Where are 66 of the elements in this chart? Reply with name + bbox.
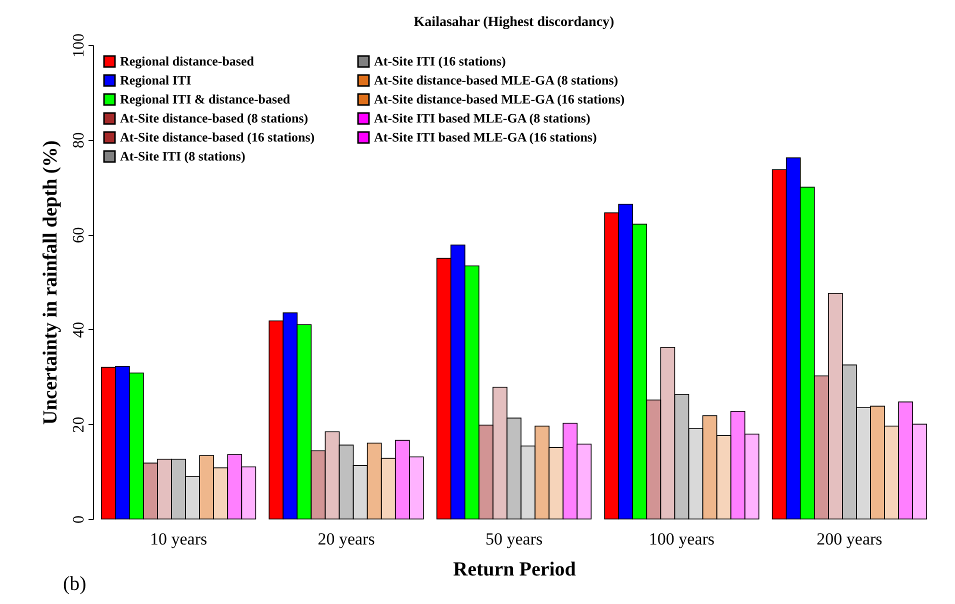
bar (338, 444, 354, 520)
legend-label: At-Site ITI (16 stations) (374, 54, 506, 69)
legend-label: At-Site distance-based MLE-GA (16 stations) (374, 92, 625, 106)
bar (199, 455, 214, 520)
bar (856, 407, 871, 520)
bar (716, 435, 732, 520)
bar (562, 422, 578, 520)
bar (870, 406, 885, 520)
bar (730, 411, 746, 520)
bar (171, 458, 186, 520)
legend-label: Regional ITI (120, 72, 192, 88)
bar (394, 440, 410, 520)
bar (884, 426, 899, 520)
bar (576, 444, 592, 520)
bar (157, 458, 172, 520)
y-tick-label: 40 (70, 322, 88, 338)
bar (409, 456, 424, 520)
legend-label: At-Site ITI based MLE-GA (8 stations) (374, 110, 590, 126)
bar (241, 466, 256, 520)
bar (227, 454, 242, 520)
bar (660, 347, 676, 520)
x-axis-title: Return Period (453, 558, 576, 580)
text: (b) (63, 573, 86, 595)
bar (828, 292, 843, 520)
bar (842, 364, 857, 520)
bar (520, 446, 536, 520)
bar (310, 450, 326, 520)
x-tick-label: 10 years (150, 530, 208, 548)
y-tick-label: 0 (70, 516, 88, 524)
bar (912, 424, 928, 520)
y-axis-title: Uncertainty in rainfall depth (%) (40, 140, 62, 425)
bar (492, 386, 508, 520)
bar (744, 434, 760, 520)
legend-label: Regional ITI & distance-based (120, 92, 291, 106)
bar (506, 418, 522, 520)
bar (688, 428, 704, 520)
bar (380, 458, 396, 520)
bar (898, 402, 913, 520)
chart-title: Kailasahar (Highest discordancy) (414, 15, 615, 30)
bar (352, 465, 368, 520)
y-tick-label: 100 (70, 34, 88, 58)
legend-label: Regional distance-based (120, 54, 255, 69)
bar (143, 462, 158, 520)
legend-label: At-Site ITI based MLE-GA (16 stations) (374, 130, 597, 144)
bar (674, 394, 690, 520)
bar (324, 431, 340, 520)
bar (702, 415, 718, 520)
bar (534, 426, 550, 520)
bar (185, 476, 200, 520)
legend-label: At-Site distance-based MLE-GA (8 stations) (374, 72, 618, 88)
bar (548, 447, 564, 520)
legend-label: At-Site ITI (8 stations) (120, 148, 246, 164)
legend-label: At-Site distance-based (8 stations) (120, 110, 308, 126)
bar (814, 375, 829, 520)
x-tick-label: 20 years (318, 530, 375, 548)
legend-label: At-Site distance-based (16 stations) (120, 130, 315, 144)
bar (213, 467, 228, 520)
x-tick-label: 200 years (816, 530, 882, 548)
y-tick-label: 20 (70, 416, 88, 433)
x-tick-label: 100 years (648, 530, 715, 548)
x-tick-label: 50 years (485, 530, 543, 548)
y-tick-label: 80 (70, 132, 88, 148)
y-tick-label: 60 (70, 227, 88, 244)
bar (478, 424, 494, 520)
bar (366, 442, 382, 520)
bar (646, 400, 662, 520)
